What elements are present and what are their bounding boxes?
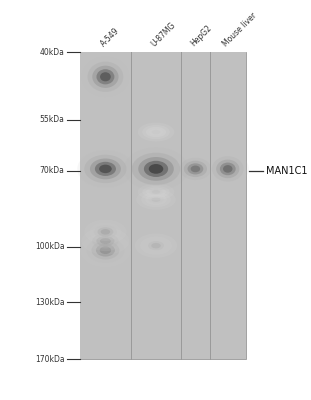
Ellipse shape [92,234,118,248]
Ellipse shape [174,154,216,184]
Bar [80,52,131,359]
Ellipse shape [136,190,176,210]
Ellipse shape [90,158,121,179]
Text: 70kDa: 70kDa [40,166,65,176]
Ellipse shape [149,196,163,203]
Ellipse shape [138,157,174,181]
Text: HepG2: HepG2 [189,24,214,48]
Ellipse shape [144,239,168,252]
Ellipse shape [149,164,163,174]
Ellipse shape [220,162,236,175]
Ellipse shape [144,161,168,177]
Ellipse shape [87,62,123,92]
Text: 100kDa: 100kDa [35,242,65,251]
Ellipse shape [132,153,180,185]
Text: 55kDa: 55kDa [40,115,65,124]
Ellipse shape [138,122,174,142]
Bar [80,52,246,359]
Ellipse shape [96,244,115,256]
Ellipse shape [100,72,111,81]
Ellipse shape [141,192,171,207]
Bar [210,52,246,359]
Ellipse shape [98,227,113,236]
Ellipse shape [86,238,124,263]
Ellipse shape [151,243,161,248]
Ellipse shape [124,147,188,190]
Ellipse shape [207,152,249,186]
Text: 40kDa: 40kDa [40,48,65,57]
Ellipse shape [101,229,110,234]
Ellipse shape [152,190,160,194]
Ellipse shape [94,225,117,238]
Ellipse shape [223,165,233,173]
Text: 170kDa: 170kDa [35,355,65,364]
Ellipse shape [188,163,203,174]
Ellipse shape [145,194,167,205]
Ellipse shape [92,66,118,88]
Ellipse shape [212,156,244,182]
Ellipse shape [99,165,112,173]
Ellipse shape [149,189,163,195]
Ellipse shape [90,223,121,241]
Ellipse shape [216,160,239,178]
Ellipse shape [100,246,111,254]
Ellipse shape [148,241,164,250]
Ellipse shape [180,158,211,180]
Ellipse shape [81,56,129,97]
Ellipse shape [138,184,174,200]
Text: Mouse liver: Mouse liver [221,11,259,48]
Ellipse shape [146,188,166,196]
Ellipse shape [184,161,207,177]
Ellipse shape [140,236,172,255]
Bar [131,52,181,359]
Ellipse shape [96,236,114,246]
Ellipse shape [87,231,123,251]
Text: MAN1C1: MAN1C1 [266,166,307,176]
Ellipse shape [96,69,114,84]
Text: 130kDa: 130kDa [35,298,65,307]
Ellipse shape [142,125,170,139]
Ellipse shape [100,238,111,244]
Text: A-549: A-549 [99,26,121,48]
Text: U-87MG: U-87MG [150,20,178,48]
Ellipse shape [77,150,133,188]
Ellipse shape [191,166,200,172]
Ellipse shape [151,197,160,202]
Ellipse shape [84,220,127,244]
Ellipse shape [80,233,131,267]
Ellipse shape [81,228,129,254]
Ellipse shape [91,241,119,260]
Ellipse shape [135,234,177,258]
Ellipse shape [146,127,166,137]
Ellipse shape [142,186,170,198]
Bar [181,52,210,359]
Ellipse shape [84,155,127,183]
Ellipse shape [149,128,163,136]
Ellipse shape [152,130,160,134]
Ellipse shape [95,162,116,176]
